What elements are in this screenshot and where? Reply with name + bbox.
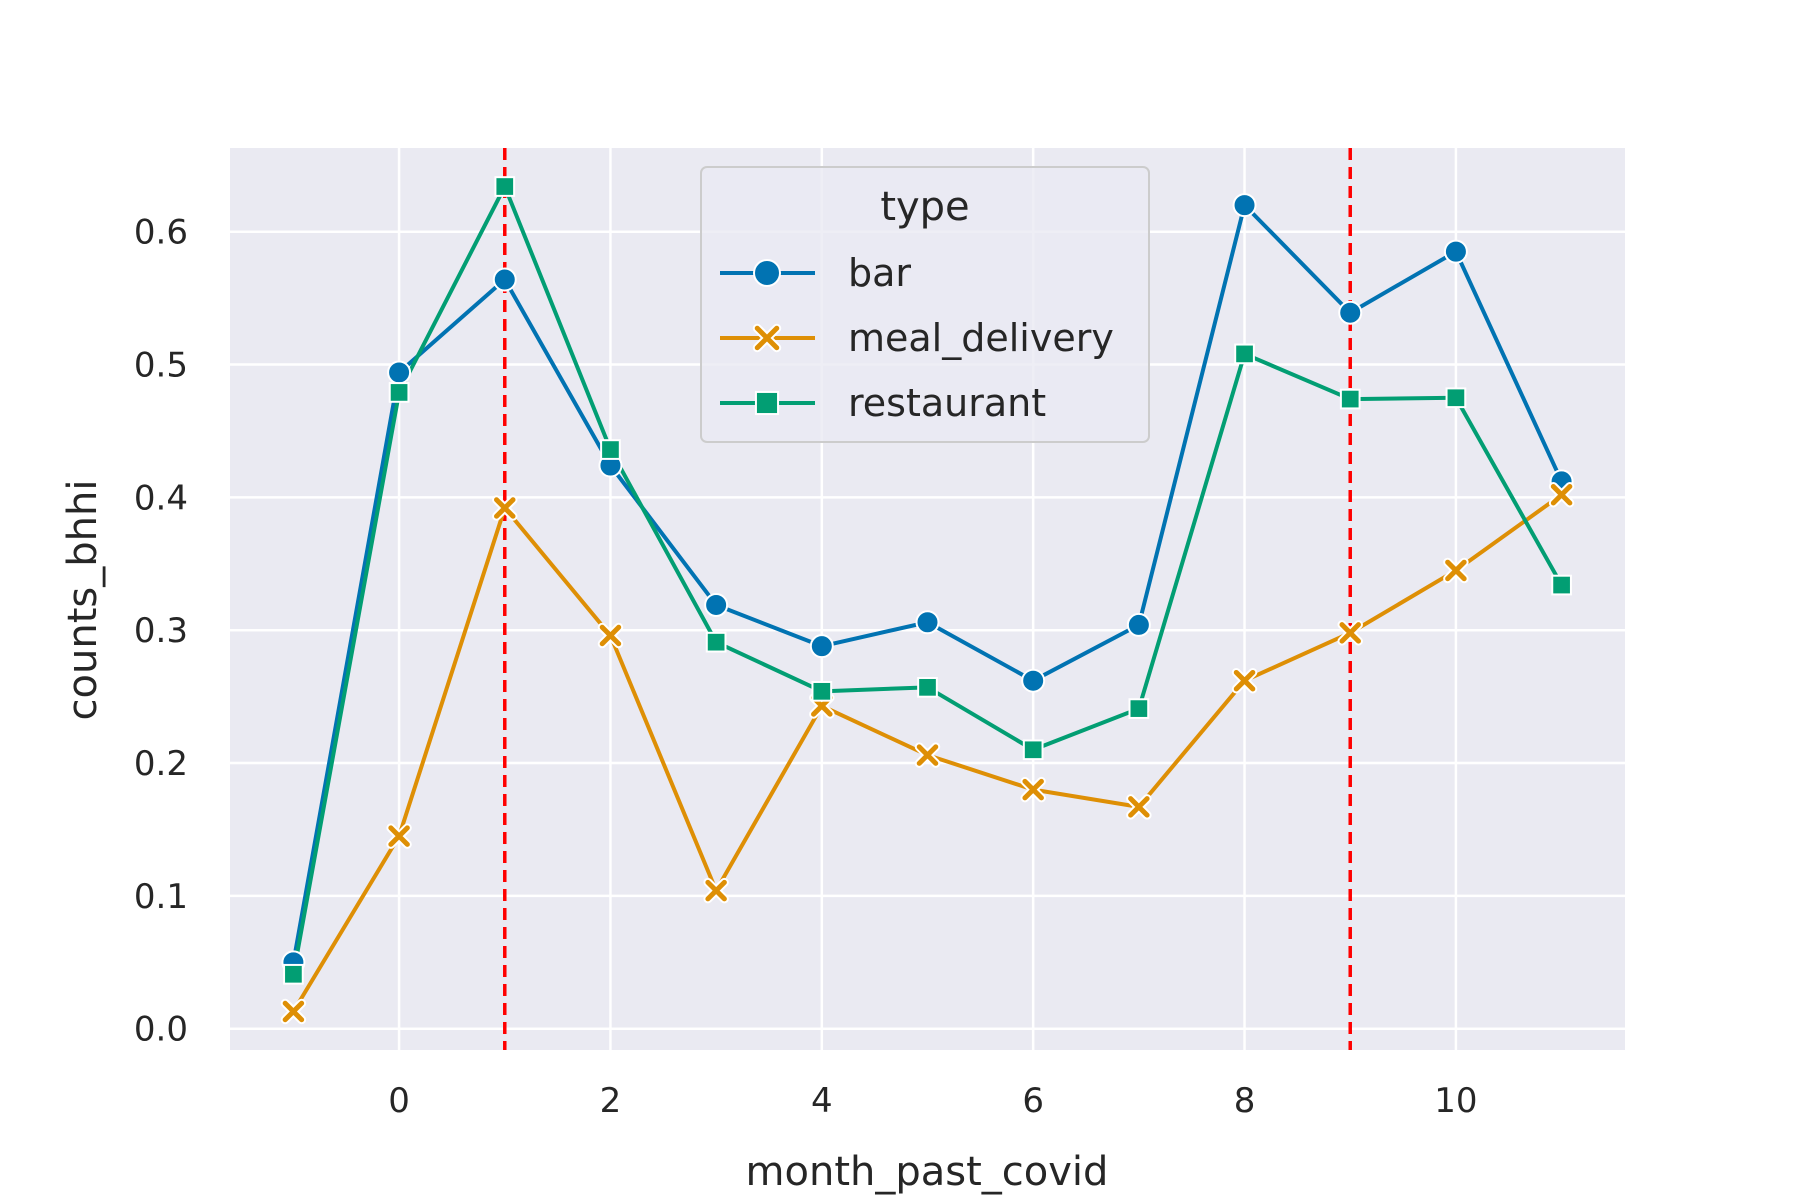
data-point: [1339, 622, 1361, 644]
data-point: [915, 610, 940, 635]
data-point: [1128, 698, 1150, 719]
data-point: [1445, 559, 1467, 582]
x-tick-label: 8: [1234, 1081, 1256, 1121]
data-point: [599, 624, 622, 647]
y-tick-label: 0.4: [134, 478, 188, 518]
y-ticks: 0.0 0.1 0.2 0.3 0.4 0.5 0.6: [134, 213, 188, 1050]
data-point: [1234, 343, 1255, 365]
data-point: [1550, 483, 1573, 506]
data-point: [753, 259, 781, 287]
data-point: [492, 267, 517, 292]
x-tick-label: 10: [1434, 1081, 1477, 1121]
data-point: [754, 325, 780, 351]
data-point: [1022, 778, 1044, 801]
x-tick-label: 2: [600, 1081, 622, 1121]
y-tick-label: 0.2: [134, 744, 188, 784]
data-point: [1232, 193, 1257, 218]
legend: type bar meal_delivery restaurant: [700, 166, 1150, 443]
x-ticks: 0 2 4 6 8 10: [388, 1081, 1477, 1121]
data-point: [811, 680, 833, 702]
legend-label: bar: [848, 251, 911, 295]
legend-item-meal_delivery: meal_delivery: [720, 316, 1114, 360]
x-tick-label: 0: [388, 1081, 410, 1121]
data-point: [1551, 574, 1572, 596]
data-point: [1338, 300, 1363, 325]
data-point: [1126, 612, 1151, 637]
legend-label: restaurant: [848, 381, 1046, 425]
y-tick-label: 0.6: [134, 213, 188, 253]
data-point: [705, 631, 727, 653]
data-point: [283, 963, 304, 985]
legend-title: type: [880, 184, 969, 230]
markers-bar: [281, 193, 1574, 975]
data-point: [705, 879, 727, 902]
legend-item-bar: bar: [720, 251, 911, 295]
markers-restaurant: [283, 176, 1572, 985]
x-tick-label: 4: [811, 1081, 833, 1121]
data-point: [1443, 239, 1468, 264]
data-point: [494, 176, 516, 197]
data-point: [754, 390, 780, 416]
legend-item-restaurant: restaurant: [720, 381, 1046, 425]
data-point: [1021, 668, 1046, 693]
data-point: [1445, 387, 1467, 409]
data-point: [916, 744, 939, 766]
data-point: [282, 1000, 305, 1023]
data-point: [704, 592, 729, 617]
legend-box: [700, 166, 1150, 443]
data-point: [1128, 796, 1150, 818]
data-point: [809, 634, 834, 659]
data-point: [1022, 739, 1044, 761]
series-layer: [280, 176, 1575, 1025]
reference-lines: [503, 148, 1352, 1050]
markers-meal_delivery: [280, 481, 1575, 1025]
legend-items: bar meal_delivery restaurant: [720, 251, 1114, 425]
data-point: [917, 676, 938, 698]
data-point: [387, 360, 412, 385]
x-axis-label: month_past_covid: [746, 1149, 1109, 1195]
data-point: [494, 497, 516, 519]
x-tick-label: 6: [1022, 1081, 1044, 1121]
y-tick-label: 0.0: [134, 1010, 188, 1050]
data-point: [1339, 388, 1361, 410]
data-point: [388, 825, 410, 847]
y-tick-label: 0.5: [134, 346, 188, 386]
y-tick-label: 0.1: [134, 877, 188, 917]
data-point: [600, 439, 621, 460]
legend-label: meal_delivery: [848, 316, 1114, 360]
y-tick-label: 0.3: [134, 611, 188, 651]
y-axis-label: counts_bhhi: [60, 480, 106, 721]
data-point: [388, 382, 410, 403]
data-point: [1233, 669, 1256, 692]
